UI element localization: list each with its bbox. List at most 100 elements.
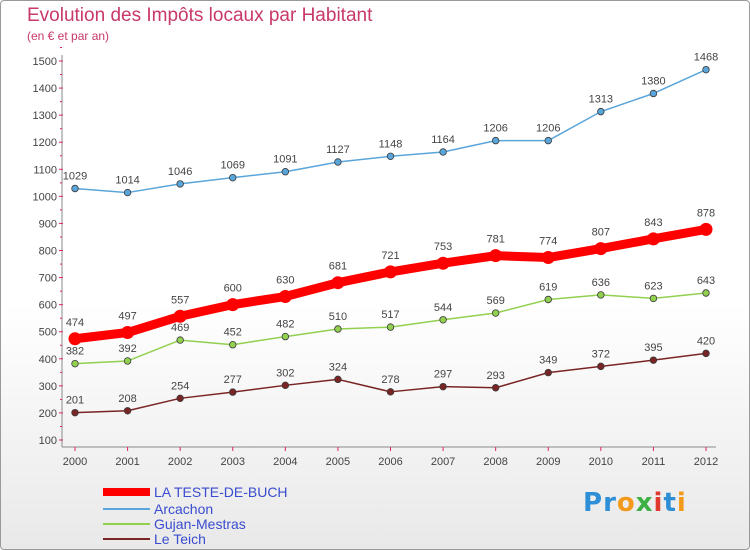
data-label-la-teste-de-buch: 600: [224, 283, 242, 295]
data-point-gujan-mestras: [71, 359, 79, 368]
data-point-le-teich: [439, 382, 447, 391]
data-point-le-teich: [544, 368, 552, 377]
data-label-la-teste-de-buch: 807: [592, 227, 610, 239]
data-label-le-teich: 302: [276, 367, 294, 379]
data-point-arcachon: [386, 152, 395, 160]
data-point-la-teste-de-buch: [331, 276, 345, 290]
data-label-la-teste-de-buch: 774: [539, 236, 557, 248]
data-label-le-teich: 293: [486, 370, 504, 382]
legend-label-le-teich: Le Teich: [154, 531, 206, 547]
data-label-le-teich: 395: [644, 342, 662, 354]
x-tick-label: 2000: [63, 456, 87, 468]
data-point-la-teste-de-buch: [384, 265, 397, 279]
y-tick-label: 700: [39, 273, 57, 285]
logo-letter: o: [616, 488, 636, 518]
data-point-arcachon: [71, 184, 79, 193]
data-label-le-teich: 324: [329, 361, 347, 373]
x-tick-label: 2006: [378, 456, 402, 468]
logo-letter: x: [635, 488, 654, 518]
data-point-la-teste-de-buch: [489, 249, 503, 263]
data-label-arcachon: 1148: [379, 138, 403, 150]
y-tick-label: 1200: [33, 137, 57, 149]
data-point-gujan-mestras: [544, 295, 552, 304]
proxiti-logo: Proxiti: [583, 488, 687, 518]
data-point-la-teste-de-buch: [541, 251, 555, 265]
data-point-gujan-mestras: [597, 291, 605, 299]
y-tick-label: 1500: [33, 56, 57, 68]
y-tick-label: 500: [39, 327, 57, 339]
chart-subtitle: (en € et par an): [27, 29, 110, 43]
logo-letter: t: [663, 488, 677, 518]
x-tick-label: 2004: [273, 456, 297, 468]
data-point-gujan-mestras: [334, 325, 342, 333]
data-label-arcachon: 1468: [694, 52, 718, 64]
data-label-arcachon: 1069: [221, 160, 245, 172]
data-point-gujan-mestras: [491, 309, 500, 317]
chart-title: Evolution des Impôts locaux par Habitant: [27, 5, 373, 26]
data-label-arcachon: 1091: [273, 154, 297, 166]
data-label-arcachon: 1014: [115, 175, 139, 187]
data-label-gujan-mestras: 544: [434, 302, 452, 314]
data-point-la-teste-de-buch: [68, 332, 82, 346]
data-point-le-teich: [71, 408, 79, 417]
x-tick-label: 2012: [694, 456, 718, 468]
data-label-le-teich: 277: [224, 374, 242, 386]
data-point-la-teste-de-buch: [646, 232, 660, 246]
data-point-arcachon: [439, 148, 447, 156]
legend-label-arcachon: Arcachon: [154, 501, 213, 517]
logo-letter: r: [603, 488, 617, 518]
data-label-le-teich: 349: [539, 355, 557, 367]
data-label-gujan-mestras: 469: [171, 322, 189, 334]
data-label-gujan-mestras: 452: [224, 327, 242, 339]
data-label-gujan-mestras: 382: [66, 346, 84, 358]
legend-label-la-teste-de-buch: LA TESTE-DE-BUCH: [154, 484, 288, 500]
x-tick-label: 2011: [642, 456, 666, 468]
data-point-le-teich: [702, 349, 710, 358]
data-label-le-teich: 420: [697, 335, 715, 347]
data-label-la-teste-de-buch: 721: [381, 250, 399, 262]
x-tick-label: 2008: [483, 456, 507, 468]
data-point-arcachon: [597, 107, 605, 116]
x-tick-label: 2007: [431, 456, 455, 468]
data-label-gujan-mestras: 510: [329, 311, 347, 323]
y-tick-label: 1100: [33, 164, 57, 176]
data-point-arcachon: [702, 65, 710, 74]
data-point-arcachon: [229, 173, 237, 182]
data-point-arcachon: [544, 136, 552, 145]
data-point-gujan-mestras: [176, 336, 184, 344]
data-label-arcachon: 1206: [536, 123, 560, 135]
data-point-le-teich: [491, 384, 500, 392]
x-tick-label: 2009: [536, 456, 560, 468]
y-tick-label: 1000: [33, 191, 57, 203]
data-label-le-teich: 208: [118, 393, 136, 405]
y-tick-label: 200: [39, 408, 57, 420]
data-point-le-teich: [597, 362, 605, 371]
y-tick-label: 600: [39, 300, 57, 312]
data-label-arcachon: 1029: [63, 171, 87, 183]
data-label-le-teich: 278: [381, 374, 399, 386]
data-label-arcachon: 1313: [589, 94, 613, 106]
data-label-gujan-mestras: 569: [486, 295, 504, 307]
data-label-arcachon: 1127: [326, 144, 350, 156]
data-point-gujan-mestras: [439, 316, 447, 324]
series-line-la-teste-de-buch: [70, 224, 711, 344]
y-tick-label: 1300: [33, 110, 57, 122]
y-tick-label: 1400: [33, 83, 57, 95]
y-tick-label: 400: [39, 354, 57, 366]
data-point-le-teich: [334, 375, 342, 384]
data-point-le-teich: [176, 394, 184, 403]
data-label-le-teich: 297: [434, 369, 452, 381]
data-point-arcachon: [281, 168, 290, 176]
data-point-arcachon: [491, 136, 500, 145]
data-label-le-teich: 372: [592, 348, 610, 360]
data-label-la-teste-de-buch: 878: [697, 207, 715, 219]
data-label-la-teste-de-buch: 681: [329, 261, 347, 273]
data-point-le-teich: [281, 381, 290, 390]
data-point-le-teich: [229, 388, 237, 396]
data-point-la-teste-de-buch: [278, 290, 292, 304]
data-point-gujan-mestras: [281, 332, 290, 341]
data-label-gujan-mestras: 517: [381, 309, 399, 321]
data-point-la-teste-de-buch: [436, 256, 450, 270]
data-label-gujan-mestras: 482: [276, 319, 294, 331]
data-point-la-teste-de-buch: [594, 242, 608, 256]
